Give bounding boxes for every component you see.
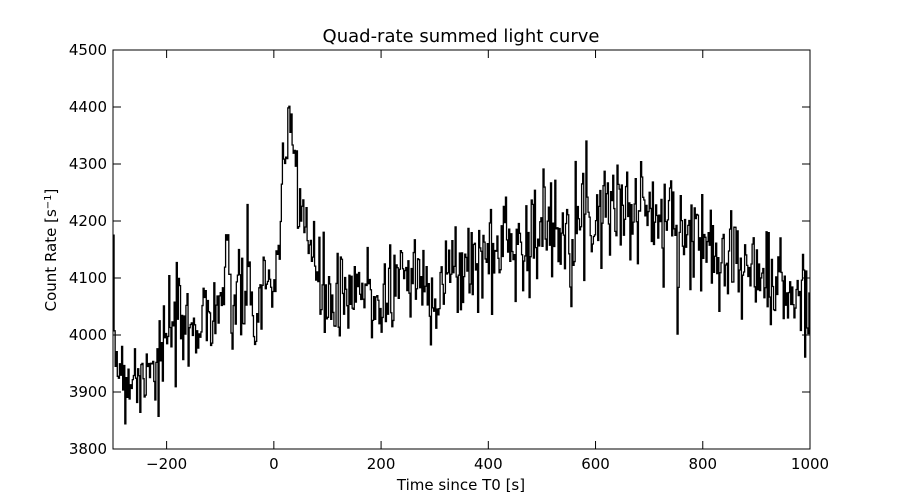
y-axis-label-main: Count Rate [s — [42, 209, 60, 311]
chart-title: Quad-rate summed light curve — [323, 26, 600, 47]
x-tick-label: 600 — [581, 455, 610, 473]
y-tick-label: 3800 — [69, 440, 107, 458]
x-tick-label: −200 — [146, 455, 187, 473]
x-axis-ticks: −200 0 200 400 600 800 1000 — [146, 50, 829, 473]
y-tick-label: 3900 — [69, 383, 107, 401]
x-tick-label: 400 — [474, 455, 503, 473]
x-tick-label: 0 — [269, 455, 279, 473]
plot-frame — [112, 49, 811, 450]
x-tick-label: 800 — [688, 455, 717, 473]
y-tick-label: 4000 — [69, 326, 107, 344]
y-tick-label: 4500 — [69, 41, 107, 59]
y-tick-label: 4200 — [69, 212, 107, 230]
x-axis-label: Time since T0 [s] — [396, 476, 525, 494]
light-curve-series-line — [113, 105, 810, 425]
y-tick-label: 4400 — [69, 98, 107, 116]
plot-area — [113, 105, 810, 425]
y-axis-label-sup: −1 — [43, 194, 54, 209]
y-axis-label: Count Rate [s−1] — [42, 189, 60, 312]
x-tick-label: 200 — [367, 455, 396, 473]
y-axis-label-end: ] — [42, 189, 60, 195]
x-tick-label: 1000 — [791, 455, 829, 473]
y-tick-label: 4100 — [69, 269, 107, 287]
y-axis-ticks: 3800 3900 4000 4100 4200 4300 4400 4500 — [69, 41, 810, 458]
y-tick-label: 4300 — [69, 155, 107, 173]
